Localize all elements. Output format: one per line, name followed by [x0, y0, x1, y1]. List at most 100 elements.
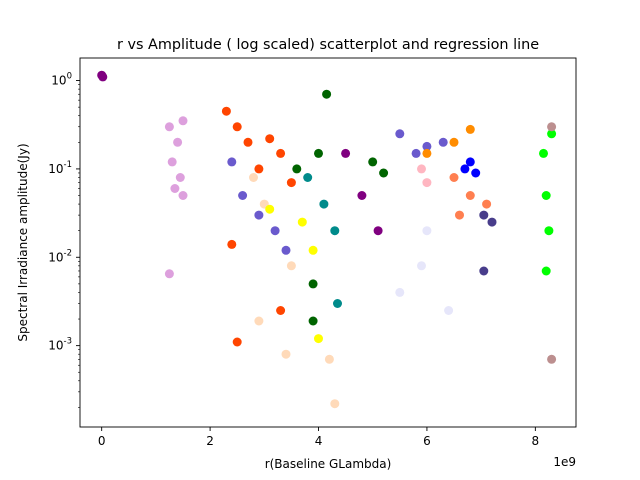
x-tick-label: 0 — [98, 434, 106, 448]
scatter-point — [438, 137, 448, 147]
scatter-point — [232, 337, 242, 347]
scatter-point — [417, 261, 426, 271]
scatter-series — [460, 157, 481, 178]
scatter-point — [479, 210, 489, 220]
scatter-series — [539, 129, 557, 276]
x-tick-label: 8 — [532, 434, 540, 448]
scatter-point — [411, 148, 421, 158]
scatter-point — [308, 279, 318, 289]
scatter-point — [330, 399, 340, 409]
scatter-point — [357, 191, 367, 200]
scatter-point — [368, 157, 378, 167]
scatter-point — [395, 129, 405, 139]
scatter-point — [544, 226, 554, 236]
scatter-point — [175, 173, 185, 182]
scatter-point — [167, 157, 177, 167]
y-tick-label: 10-1 — [48, 160, 72, 176]
scatter-point — [265, 204, 275, 214]
scatter-point — [322, 89, 332, 99]
scatter-point — [178, 191, 188, 200]
plot-frame — [79, 57, 577, 428]
scatter-point — [303, 173, 313, 182]
scatter-point — [330, 226, 340, 236]
x-tick-label: 4 — [315, 434, 323, 448]
scatter-point — [449, 137, 459, 147]
scatter-point — [455, 210, 464, 220]
scatter-point — [308, 316, 318, 326]
scatter-point — [479, 266, 489, 276]
scatter-point — [238, 191, 248, 200]
scatter-series — [227, 129, 448, 255]
scatter-point — [417, 164, 426, 174]
scatter-point — [373, 226, 383, 236]
scatter-point — [308, 245, 318, 255]
scatter-point — [243, 137, 253, 147]
scatter-series — [221, 106, 296, 347]
scatter-series — [97, 70, 383, 236]
scatter-point — [341, 148, 351, 158]
scatter-point — [422, 178, 432, 188]
scatter-series — [164, 116, 188, 279]
scatter-point — [170, 184, 180, 193]
scatter-point — [249, 173, 258, 182]
chart-title: r vs Amplitude ( log scaled) scatterplot… — [117, 37, 539, 53]
scatter-point — [547, 354, 557, 364]
scatter-point — [281, 245, 291, 255]
scatter-point — [178, 116, 188, 126]
scatter-point — [547, 122, 557, 132]
x-axis-label: r(Baseline GLambda) — [265, 457, 392, 471]
scatter-series — [449, 173, 492, 220]
scatter-point — [265, 134, 275, 144]
scatter-series — [395, 226, 454, 315]
scatter-series — [303, 173, 342, 308]
y-tick-label: 100 — [51, 72, 72, 88]
x-tick-label: 6 — [423, 434, 431, 448]
scatter-point — [164, 122, 174, 132]
x-axis-ticks: 0 2 4 6 8 — [98, 427, 539, 448]
scatter-point — [444, 306, 454, 315]
scatter-series — [479, 210, 497, 276]
scatter-point — [254, 164, 264, 174]
scatter-point — [221, 106, 231, 116]
scatter-series — [422, 124, 475, 158]
scatter-point — [541, 191, 551, 200]
scatter-point — [547, 129, 557, 139]
scatter-point — [270, 226, 280, 236]
scatter-series — [292, 89, 389, 326]
scatter-point — [471, 168, 481, 178]
scatter-point — [276, 306, 286, 315]
scatter-point — [460, 164, 470, 174]
scatter-point — [98, 72, 108, 82]
scatter-point — [395, 287, 405, 297]
scatter-point — [254, 316, 264, 326]
scatter-point — [465, 191, 475, 200]
scatter-series — [417, 164, 432, 188]
scatter-point — [487, 217, 497, 227]
scatter-point — [324, 354, 334, 364]
scatter-point — [379, 168, 389, 178]
scatter-point — [276, 148, 286, 158]
x-axis-offset-label: 1e9 — [553, 455, 576, 469]
scatter-point — [297, 217, 307, 227]
scatter-point — [164, 269, 174, 279]
scatter-series — [249, 173, 340, 409]
scatter-point — [465, 124, 475, 134]
scatter-point — [292, 164, 302, 174]
x-tick-label: 2 — [206, 434, 214, 448]
scatter-point — [173, 137, 183, 147]
scatter-point — [422, 141, 432, 151]
scatter-point — [539, 148, 548, 158]
scatter-point — [286, 178, 296, 188]
y-tick-label: 10-2 — [48, 248, 72, 264]
scatter-series — [547, 122, 557, 364]
y-axis-ticks: 10-3 10-2 10-1 100 — [48, 72, 80, 408]
scatter-point — [281, 349, 291, 359]
scatter-point — [449, 173, 459, 182]
scatter-point — [254, 210, 264, 220]
scatter-point — [286, 261, 296, 271]
scatter-point — [482, 199, 492, 209]
scatter-point — [314, 148, 323, 158]
y-tick-label: 10-3 — [48, 337, 72, 353]
scatter-point — [465, 157, 475, 167]
